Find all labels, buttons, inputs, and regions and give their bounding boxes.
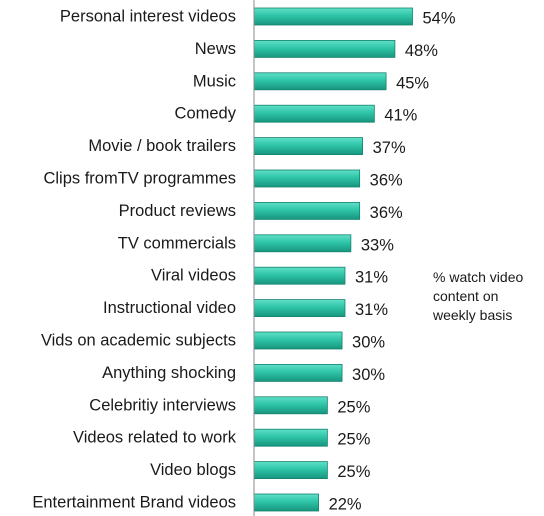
bar-product-reviews xyxy=(253,201,361,220)
bar-comedy xyxy=(253,104,375,123)
value-label-clips-fromtv-programmes: 36% xyxy=(370,172,403,190)
bar-movie-book-trailers xyxy=(253,137,363,156)
category-label-clips-fromtv-programmes: Clips fromTV programmes xyxy=(43,170,236,188)
value-label-entertainment-brand-videos: 22% xyxy=(329,496,362,514)
bar-viral-videos xyxy=(253,266,346,285)
category-label-music: Music xyxy=(193,72,236,90)
value-label-anything-shocking: 30% xyxy=(352,366,385,384)
bar-music xyxy=(253,72,387,91)
category-label-viral-videos: Viral videos xyxy=(151,267,236,285)
bar-news xyxy=(253,40,396,58)
value-label-movie-book-trailers: 37% xyxy=(373,139,406,157)
category-label-anything-shocking: Anything shocking xyxy=(102,364,236,382)
value-label-celebritiy-interviews: 25% xyxy=(337,398,370,416)
value-label-vids-on-academic-subjects: 30% xyxy=(352,334,385,352)
bar-instructional-video xyxy=(253,299,346,318)
value-label-personal-interest-videos: 54% xyxy=(422,10,455,28)
category-label-video-blogs: Video blogs xyxy=(150,461,236,479)
category-label-instructional-video: Instructional video xyxy=(103,299,236,317)
value-label-music: 45% xyxy=(396,74,429,92)
value-label-product-reviews: 36% xyxy=(370,204,403,222)
category-label-news: News xyxy=(195,40,236,58)
bar-video-blogs xyxy=(253,461,328,480)
category-label-celebritiy-interviews: Celebritiy interviews xyxy=(89,396,236,414)
category-label-tv-commercials: TV commercials xyxy=(118,234,236,252)
value-label-videos-related-to-work: 25% xyxy=(337,431,370,449)
bar-entertainment-brand-videos xyxy=(253,493,319,512)
value-label-news: 48% xyxy=(405,42,438,60)
category-label-personal-interest-videos: Personal interest videos xyxy=(60,8,236,26)
bar-personal-interest-videos xyxy=(253,7,413,26)
bar-vids-on-academic-subjects xyxy=(253,331,343,350)
chart-annotation: % watch video content on weekly basis xyxy=(433,269,524,323)
value-labels-group: 54% 48% 45% 41% 37% 36% 36% 33% 31% 31% 30% 30% 25% 2… xyxy=(329,10,456,514)
bar-tv-commercials xyxy=(253,234,352,253)
category-label-movie-book-trailers: Movie / book trailers xyxy=(88,137,236,155)
value-label-tv-commercials: 33% xyxy=(361,236,394,254)
category-label-product-reviews: Product reviews xyxy=(119,202,236,220)
bar-videos-related-to-work xyxy=(253,428,328,447)
category-label-entertainment-brand-videos: Entertainment Brand videos xyxy=(32,494,236,512)
category-label-videos-related-to-work: Videos related to work xyxy=(73,429,237,447)
bar-celebritiy-interviews xyxy=(253,396,328,415)
category-label-vids-on-academic-subjects: Vids on academic subjects xyxy=(41,332,236,350)
bar-anything-shocking xyxy=(253,363,343,382)
value-label-comedy: 41% xyxy=(384,107,417,125)
category-label-comedy: Comedy xyxy=(175,105,237,123)
value-label-video-blogs: 25% xyxy=(337,463,370,481)
bars-group xyxy=(253,7,413,512)
value-label-viral-videos: 31% xyxy=(355,269,388,287)
value-label-instructional-video: 31% xyxy=(355,301,388,319)
category-labels-group: Personal interest videos News Music Comedy M… xyxy=(32,8,236,512)
bar-clips-fromtv-programmes xyxy=(253,169,361,188)
